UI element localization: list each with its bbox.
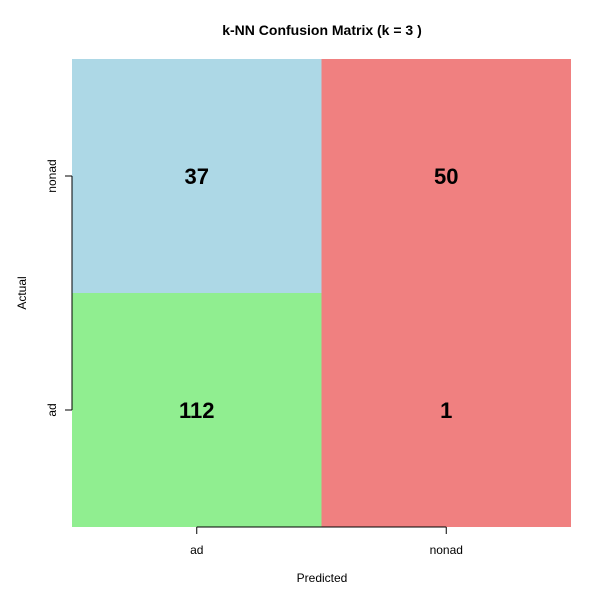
y-tick-label: nonad	[45, 159, 59, 192]
matrix-cell-ad-nonad	[321, 293, 571, 527]
x-axis-label: Predicted	[297, 571, 348, 585]
matrix-cells	[72, 59, 571, 527]
x-tick-label: nonad	[430, 543, 463, 557]
cell-value-ad-ad: 112	[179, 398, 215, 423]
x-axis: ad nonad	[190, 526, 463, 557]
cell-value-nonad-nonad: 50	[434, 164, 458, 189]
matrix-cell-ad-ad	[72, 293, 322, 527]
y-axis-label: Actual	[15, 276, 29, 309]
chart-title: k-NN Confusion Matrix (k = 3 )	[222, 22, 422, 38]
matrix-cell-nonad-ad	[72, 59, 322, 293]
cell-value-nonad-ad: 37	[185, 164, 209, 189]
cell-value-ad-nonad: 1	[440, 398, 452, 423]
cell-values: 37 50 112 1	[179, 164, 458, 423]
y-tick-label: ad	[45, 403, 59, 416]
matrix-cell-nonad-nonad	[321, 59, 571, 293]
y-axis: ad nonad	[45, 159, 73, 417]
x-tick-label: ad	[190, 543, 203, 557]
